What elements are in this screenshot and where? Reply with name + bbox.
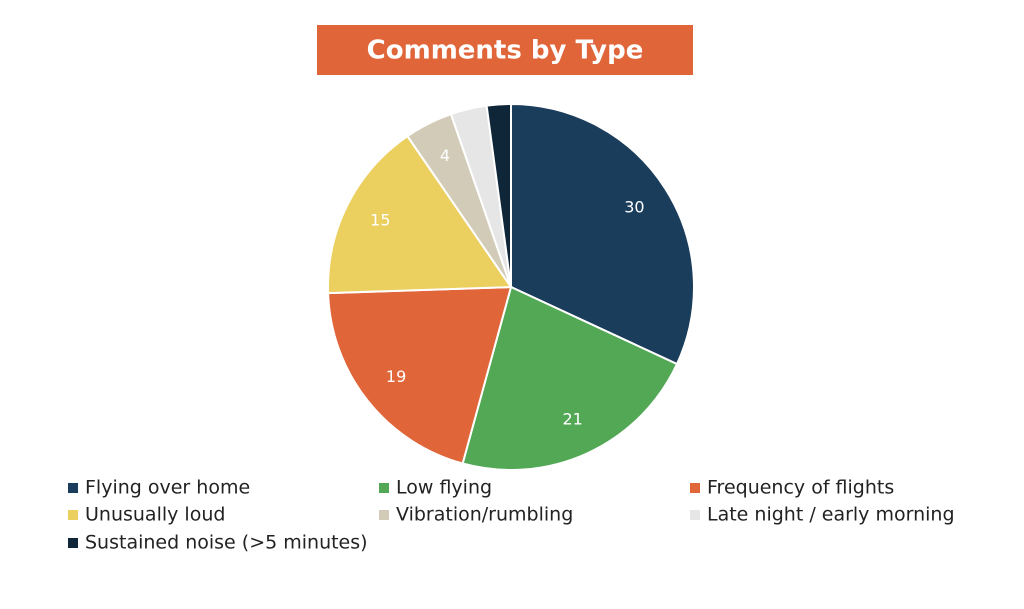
legend-marker [379, 483, 389, 493]
pie-slice [461, 285, 679, 471]
legend-marker [690, 510, 700, 520]
data-label: 15 [370, 210, 390, 229]
legend-label: Low flying [396, 477, 492, 499]
title-box [317, 25, 693, 75]
chart-title: Comments by Type [367, 36, 644, 66]
legend-label: Frequency of flights [707, 477, 894, 499]
legend-label: Sustained noise (>5 minutes) [85, 532, 368, 554]
legend-marker [68, 538, 78, 548]
data-label: 19 [386, 367, 406, 386]
pie-slice [327, 285, 513, 465]
legend-label: Late night / early morning [707, 504, 955, 526]
data-label: 30 [624, 198, 644, 217]
pie-slice [510, 102, 695, 366]
legend-marker [690, 483, 700, 493]
data-label: 21 [562, 409, 582, 428]
data-label: 4 [440, 146, 450, 165]
legend-marker [379, 510, 389, 520]
legend-label: Vibration/rumbling [396, 504, 573, 526]
legend-label: Flying over home [85, 477, 250, 499]
legend-marker [68, 483, 78, 493]
pie-slice [485, 102, 512, 288]
pie-slice [327, 134, 513, 295]
legend-label: Unusually loud [85, 504, 225, 526]
legend-marker [68, 510, 78, 520]
